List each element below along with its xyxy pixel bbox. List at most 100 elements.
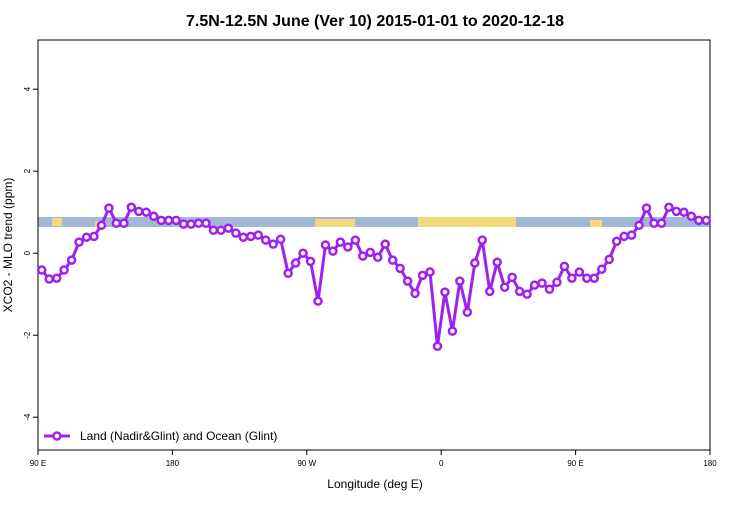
data-point bbox=[671, 206, 682, 217]
data-point bbox=[380, 239, 390, 249]
data-point bbox=[298, 248, 308, 258]
y-tick-label: -2 bbox=[23, 331, 32, 339]
data-point bbox=[320, 240, 331, 250]
data-point bbox=[432, 341, 443, 352]
y-tick-label: 4 bbox=[23, 86, 32, 91]
data-point bbox=[447, 326, 458, 336]
data-point bbox=[477, 235, 488, 245]
data-point bbox=[134, 206, 144, 217]
data-point bbox=[567, 273, 577, 283]
data-point bbox=[410, 288, 420, 299]
data-point bbox=[126, 202, 137, 213]
data-point bbox=[529, 280, 540, 290]
data-point bbox=[537, 278, 547, 288]
data-point bbox=[559, 261, 570, 272]
data-point bbox=[148, 211, 159, 222]
data-point bbox=[96, 220, 107, 231]
data-point bbox=[268, 239, 278, 249]
y-tick-label: 0 bbox=[23, 250, 32, 255]
data-point bbox=[275, 234, 286, 245]
data-point bbox=[372, 252, 383, 263]
data-point bbox=[178, 219, 189, 229]
data-point bbox=[89, 231, 99, 242]
data-point bbox=[626, 230, 637, 240]
data-point bbox=[193, 218, 204, 229]
data-point bbox=[395, 263, 405, 274]
data-point bbox=[260, 235, 271, 245]
data-point bbox=[641, 203, 652, 213]
data-point bbox=[492, 257, 502, 267]
data-point bbox=[223, 223, 234, 233]
x-axis-label: Longitude (deg E) bbox=[327, 477, 422, 491]
data-point bbox=[499, 282, 510, 292]
x-tick-label: 0 bbox=[439, 459, 444, 468]
data-point bbox=[470, 258, 480, 268]
data-point bbox=[163, 215, 174, 226]
data-point bbox=[111, 218, 122, 229]
data-point bbox=[425, 267, 435, 277]
data-point bbox=[634, 220, 644, 231]
y-tick-label: 2 bbox=[23, 168, 32, 173]
x-tick-label: 90 W bbox=[297, 459, 316, 468]
data-point bbox=[51, 273, 62, 283]
data-point bbox=[417, 270, 428, 281]
data-point bbox=[238, 232, 249, 242]
data-point bbox=[253, 230, 264, 240]
data-point bbox=[455, 276, 465, 286]
data-point bbox=[649, 218, 659, 229]
data-point bbox=[231, 228, 241, 238]
data-point bbox=[694, 215, 704, 226]
data-point bbox=[186, 219, 196, 229]
data-point bbox=[440, 287, 450, 297]
data-point bbox=[290, 258, 301, 268]
data-point bbox=[358, 251, 368, 261]
x-tick-label: 180 bbox=[703, 459, 717, 468]
data-point bbox=[387, 255, 398, 265]
data-point bbox=[596, 264, 607, 274]
data-point bbox=[343, 242, 353, 252]
data-point bbox=[66, 255, 77, 265]
data-point bbox=[216, 225, 226, 235]
data-point bbox=[484, 286, 495, 297]
data-point bbox=[201, 218, 211, 229]
data-point bbox=[208, 225, 219, 235]
data-point bbox=[552, 277, 562, 288]
data-point bbox=[283, 268, 293, 279]
data-point bbox=[305, 256, 316, 267]
data-point bbox=[104, 203, 114, 213]
data-point bbox=[402, 276, 413, 286]
data-point bbox=[656, 218, 667, 229]
data-point bbox=[81, 232, 92, 242]
data-point bbox=[328, 246, 338, 256]
data-point bbox=[544, 284, 555, 295]
data-point bbox=[619, 231, 629, 242]
data-point bbox=[246, 231, 256, 242]
x-tick-label: 90 E bbox=[30, 459, 46, 468]
data-point bbox=[313, 296, 323, 306]
y-axis-label: XCO2 - MLO trend (ppm) bbox=[1, 178, 15, 313]
data-point bbox=[589, 273, 600, 283]
plot-frame bbox=[37, 39, 711, 451]
data-point bbox=[507, 272, 517, 283]
data-point bbox=[686, 211, 697, 222]
data-point bbox=[119, 218, 129, 229]
y-tick-label: -4 bbox=[23, 413, 32, 421]
data-point bbox=[574, 267, 585, 277]
data-point bbox=[514, 286, 525, 297]
data-point bbox=[365, 247, 376, 258]
legend-label: Land (Nadir&Glint) and Ocean (Glint) bbox=[80, 429, 277, 443]
land-strip bbox=[38, 217, 710, 227]
data-point bbox=[350, 235, 361, 245]
data-point bbox=[59, 265, 69, 275]
legend-marker bbox=[52, 431, 62, 441]
data-point bbox=[171, 215, 181, 226]
data-point bbox=[679, 207, 689, 217]
data-point bbox=[335, 237, 346, 247]
data-point bbox=[701, 215, 712, 226]
chart-title: 7.5N-12.5N June (Ver 10) 2015-01-01 to 2… bbox=[186, 13, 564, 30]
data-point bbox=[36, 265, 47, 275]
data-point bbox=[462, 307, 473, 317]
data-point bbox=[156, 215, 166, 226]
